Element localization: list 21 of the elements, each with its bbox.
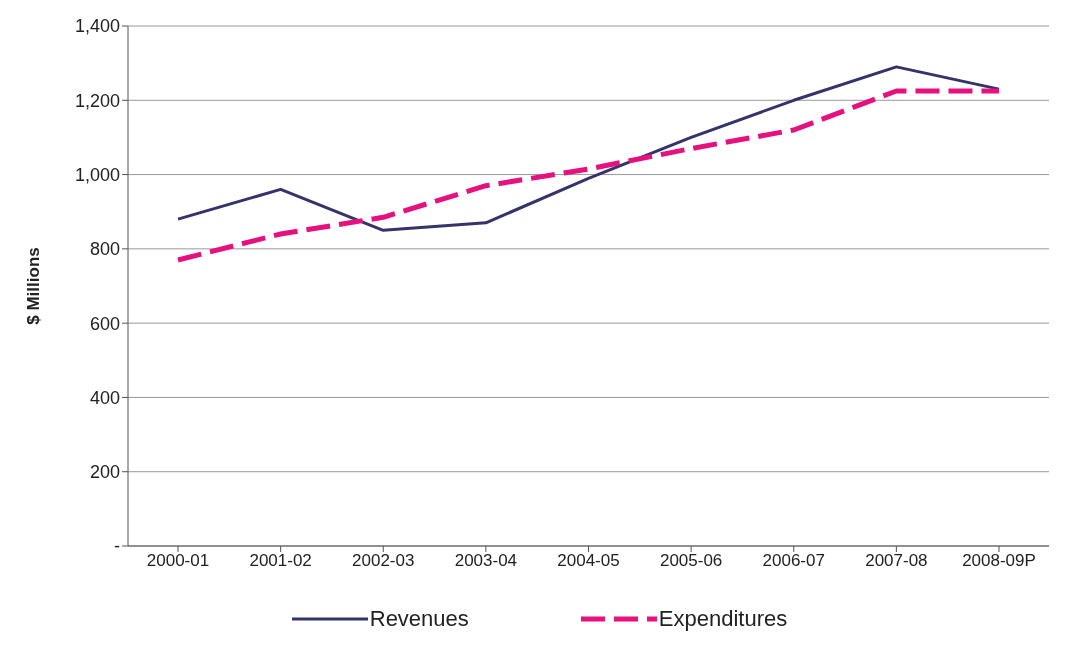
x-tick-label: 2004-05 bbox=[557, 551, 620, 571]
x-tick-label: 2001-02 bbox=[249, 551, 312, 571]
y-axis-title: $ Millions bbox=[24, 247, 44, 325]
x-tick-label: 2006-07 bbox=[762, 551, 825, 571]
y-tick-label: 1,200 bbox=[74, 90, 120, 111]
y-tick-label: 400 bbox=[89, 387, 120, 408]
y-tick-label: 800 bbox=[89, 239, 120, 260]
legend-label: Expenditures bbox=[658, 606, 788, 632]
y-tick-label: 600 bbox=[89, 313, 120, 334]
y-tick-label: 200 bbox=[89, 462, 120, 483]
x-tick-label: 2007-08 bbox=[865, 551, 928, 571]
x-tick-label: 2002-03 bbox=[352, 551, 415, 571]
y-tick-label: 1,000 bbox=[74, 164, 120, 185]
legend-label: Revenues bbox=[369, 606, 469, 632]
x-tick-label: 2008-09P bbox=[962, 551, 1036, 571]
x-tick-label: 2005-06 bbox=[659, 551, 723, 571]
x-tick-label: 2003-04 bbox=[454, 551, 518, 571]
y-tick-label: 1,400 bbox=[74, 16, 120, 37]
x-tick-label: 2000-01 bbox=[146, 551, 210, 571]
line-series bbox=[176, 65, 1001, 232]
y-tick-label: - bbox=[114, 536, 120, 557]
